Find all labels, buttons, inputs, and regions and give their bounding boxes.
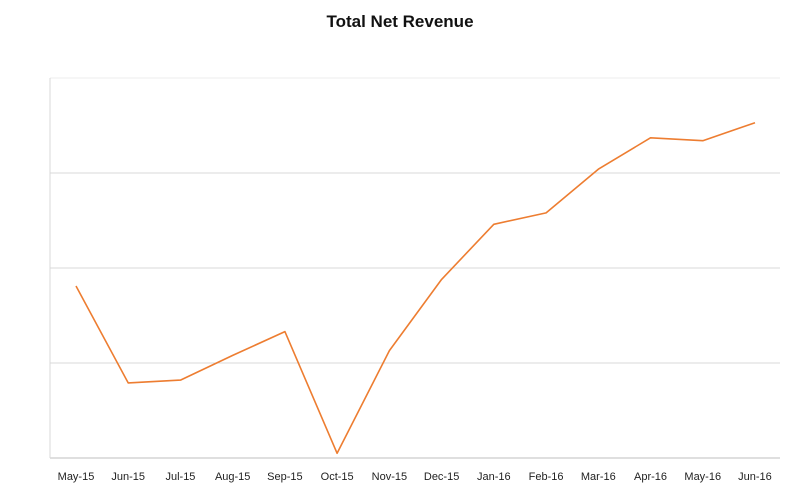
x-tick-label: Jun-15 xyxy=(111,471,145,483)
x-tick-label: Apr-16 xyxy=(634,471,667,483)
x-tick-label: Nov-15 xyxy=(372,471,407,483)
x-tick-label: Sep-15 xyxy=(267,471,302,483)
x-tick-label: Jul-15 xyxy=(165,471,195,483)
x-tick-label: Feb-16 xyxy=(529,471,564,483)
x-tick-label: Oct-15 xyxy=(321,471,354,483)
chart-title: Total Net Revenue xyxy=(326,12,474,31)
series-line-total-net-revenue xyxy=(75,121,756,455)
x-tick-label: May-15 xyxy=(58,471,95,483)
x-tick-label: Jan-16 xyxy=(477,471,511,483)
x-tick-label: Dec-15 xyxy=(424,471,459,483)
x-tick-label: Aug-15 xyxy=(215,471,250,483)
x-tick-label: May-16 xyxy=(684,471,721,483)
x-tick-label: Jun-16 xyxy=(738,471,772,483)
x-tick-label: Mar-16 xyxy=(581,471,616,483)
x-tick-labels: May-15 Jun-15 Jul-15 Aug-15 Sep-15 Oct-15 Nov-… xyxy=(58,471,772,483)
gridlines xyxy=(50,77,780,459)
